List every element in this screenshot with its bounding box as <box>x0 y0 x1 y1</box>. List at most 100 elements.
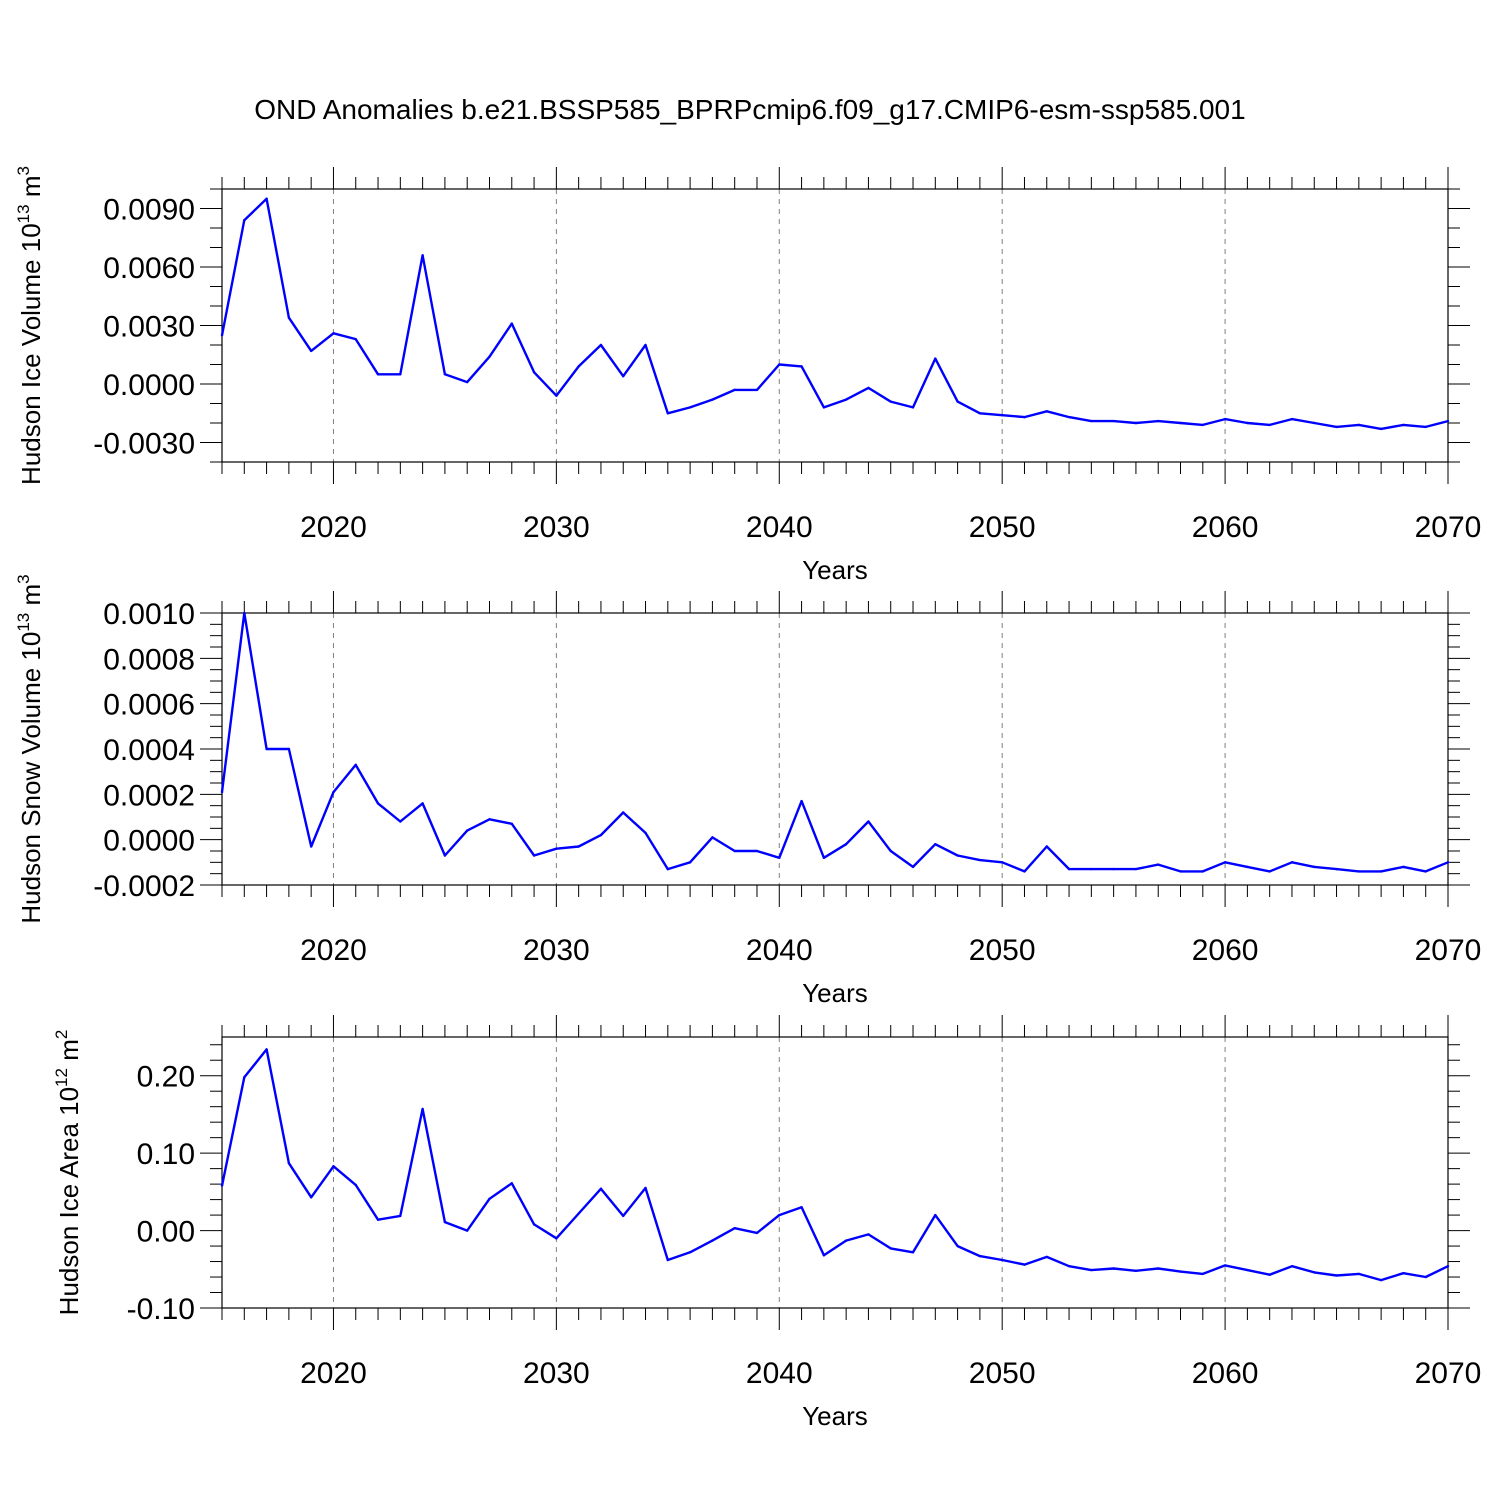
panel-3-y-axis-title: Hudson Ice Area 1012 m2 <box>52 1030 84 1316</box>
panel-2-data-point <box>1379 870 1383 873</box>
chart-panel-3: 2020 2030 2040 2050 2060 2070 -0.10 0.00 0.10 0.2… <box>52 1015 1481 1431</box>
panel-1-data-point <box>911 406 915 409</box>
panel-2-x-tick-label: 2050 <box>969 934 1036 967</box>
panel-1-data-point <box>1335 425 1338 429</box>
panel-2-data-point <box>332 790 335 794</box>
panel-1-data-point <box>956 400 959 403</box>
panel-3-data-point <box>1023 1263 1026 1266</box>
panel-1-data-point <box>1023 415 1026 419</box>
panel-1-data-point <box>577 365 580 368</box>
panel-1-data-point <box>778 363 781 366</box>
panel-3-data-point <box>1357 1272 1361 1276</box>
panel-3-data-point <box>1424 1275 1427 1279</box>
panel-2-data-point <box>911 865 915 869</box>
panel-3-data-point <box>220 1184 224 1187</box>
panel-2-plot-frame <box>221 612 1449 886</box>
panel-2-data-point <box>1157 863 1160 866</box>
panel-3-data-point <box>1157 1267 1160 1270</box>
panel-1-data-point <box>711 398 714 401</box>
panel-2-data-point <box>733 849 736 853</box>
panel-2-data-point <box>622 811 625 814</box>
panel-1-data-point <box>332 332 335 335</box>
panel-2-data-point <box>421 802 424 805</box>
panel-1-x-tick-label: 2020 <box>300 511 367 544</box>
panel-2-y-tick-label: 0.0006 <box>103 689 195 722</box>
panel-3-x-tick-label: 2040 <box>746 1357 813 1390</box>
panel-3-x-tick-label: 2060 <box>1192 1357 1259 1390</box>
panel-2-y-tick-label: 0.0000 <box>103 825 195 858</box>
panel-1-y-tick-label: 0.0000 <box>103 369 195 402</box>
panel-2-x-tick-label: 2070 <box>1415 934 1482 967</box>
panel-3-data-point <box>599 1187 603 1190</box>
panel-2-data-point <box>555 847 558 850</box>
panel-3-data-point <box>399 1214 402 1218</box>
panel-1-data-point <box>622 375 625 378</box>
panel-1-ticks <box>200 167 1470 484</box>
panel-1-data-point <box>644 343 647 347</box>
panel-3-data-point <box>332 1165 335 1168</box>
panel-2-y-tick-label: -0.0002 <box>93 870 195 903</box>
panel-2-data-point <box>822 856 826 859</box>
panel-2-data-point <box>599 833 603 837</box>
panel-2-data-point <box>711 836 714 839</box>
panel-1-data-point <box>1090 419 1093 423</box>
panel-2-data-point <box>1402 865 1405 869</box>
panel-3-data-point <box>1112 1267 1115 1270</box>
panel-1-data-point <box>376 373 380 376</box>
panel-2-data-point <box>755 849 759 853</box>
panel-1-data-point <box>1313 421 1316 425</box>
panel-2-data-point <box>1357 870 1361 873</box>
panel-1-data-point <box>399 373 402 376</box>
panel-3-data-point <box>911 1251 915 1254</box>
panel-2-data-point <box>243 611 246 615</box>
panel-3-data-point <box>800 1206 803 1209</box>
panel-3-data-point <box>1045 1255 1048 1259</box>
panel-2-x-tick-label: 2030 <box>523 934 590 967</box>
panel-2-data-point <box>309 845 313 848</box>
panel-2-data-point <box>466 829 469 832</box>
panel-1-x-tick-label: 2040 <box>746 511 813 544</box>
panel-1-data-point <box>1157 419 1160 423</box>
panel-3-data-point <box>867 1233 870 1236</box>
panel-1-data-point <box>1402 423 1405 427</box>
panel-2-data-point <box>1290 861 1294 864</box>
panel-1-y-tick-label: -0.0030 <box>93 428 195 461</box>
panel-3-data-point <box>1290 1264 1294 1268</box>
panel-3-data-point <box>1379 1278 1383 1282</box>
panel-1-data-point <box>889 400 892 403</box>
panel-2-data-point <box>510 822 513 825</box>
panel-1-x-tick-label: 2050 <box>969 511 1036 544</box>
panel-3-series-line <box>220 1048 1449 1282</box>
panel-3-data-point <box>265 1048 268 1051</box>
panel-3-data-point <box>376 1218 380 1221</box>
panel-2-data-point <box>354 763 357 767</box>
panel-2-data-point <box>376 802 380 805</box>
panel-2-x-tick-label: 2040 <box>746 934 813 967</box>
panel-1-data-point <box>666 412 670 415</box>
panel-3-data-point <box>1090 1268 1093 1272</box>
panel-2-data-point <box>1112 867 1115 871</box>
panel-1-data-point <box>466 380 469 384</box>
panel-1-data-point <box>800 365 803 368</box>
figure-title: OND Anomalies b.e21.BSSP585_BPRPcmip6.f0… <box>254 94 1245 125</box>
panel-1-data-point <box>733 388 736 392</box>
panel-2-data-point <box>1045 845 1048 848</box>
panel-2-data-point <box>867 820 870 823</box>
panel-3-ticks <box>200 1015 1470 1330</box>
panel-3-data-point <box>688 1251 692 1254</box>
chart-panel-1: 2020 2030 2040 2050 2060 2070 -0.0030 0.0000 0.0… <box>14 166 1481 585</box>
panel-2-data-point <box>1090 867 1093 871</box>
panel-1-y-tick-label: 0.0030 <box>103 311 195 344</box>
panel-3-data-point <box>822 1254 826 1257</box>
panel-1-x-tick-label: 2060 <box>1192 511 1259 544</box>
panel-3-data-point <box>1313 1271 1316 1274</box>
panel-2-series-line <box>220 611 1449 873</box>
panel-1-series-line <box>220 197 1449 431</box>
panel-3-data-point <box>243 1076 246 1079</box>
panel-3-data-points <box>220 1048 1450 1282</box>
panel-3-y-tick-label: 0.20 <box>137 1061 195 1094</box>
panel-2-data-point <box>800 799 803 803</box>
panel-2-data-point <box>577 845 580 848</box>
panel-3-data-point <box>1268 1273 1271 1276</box>
